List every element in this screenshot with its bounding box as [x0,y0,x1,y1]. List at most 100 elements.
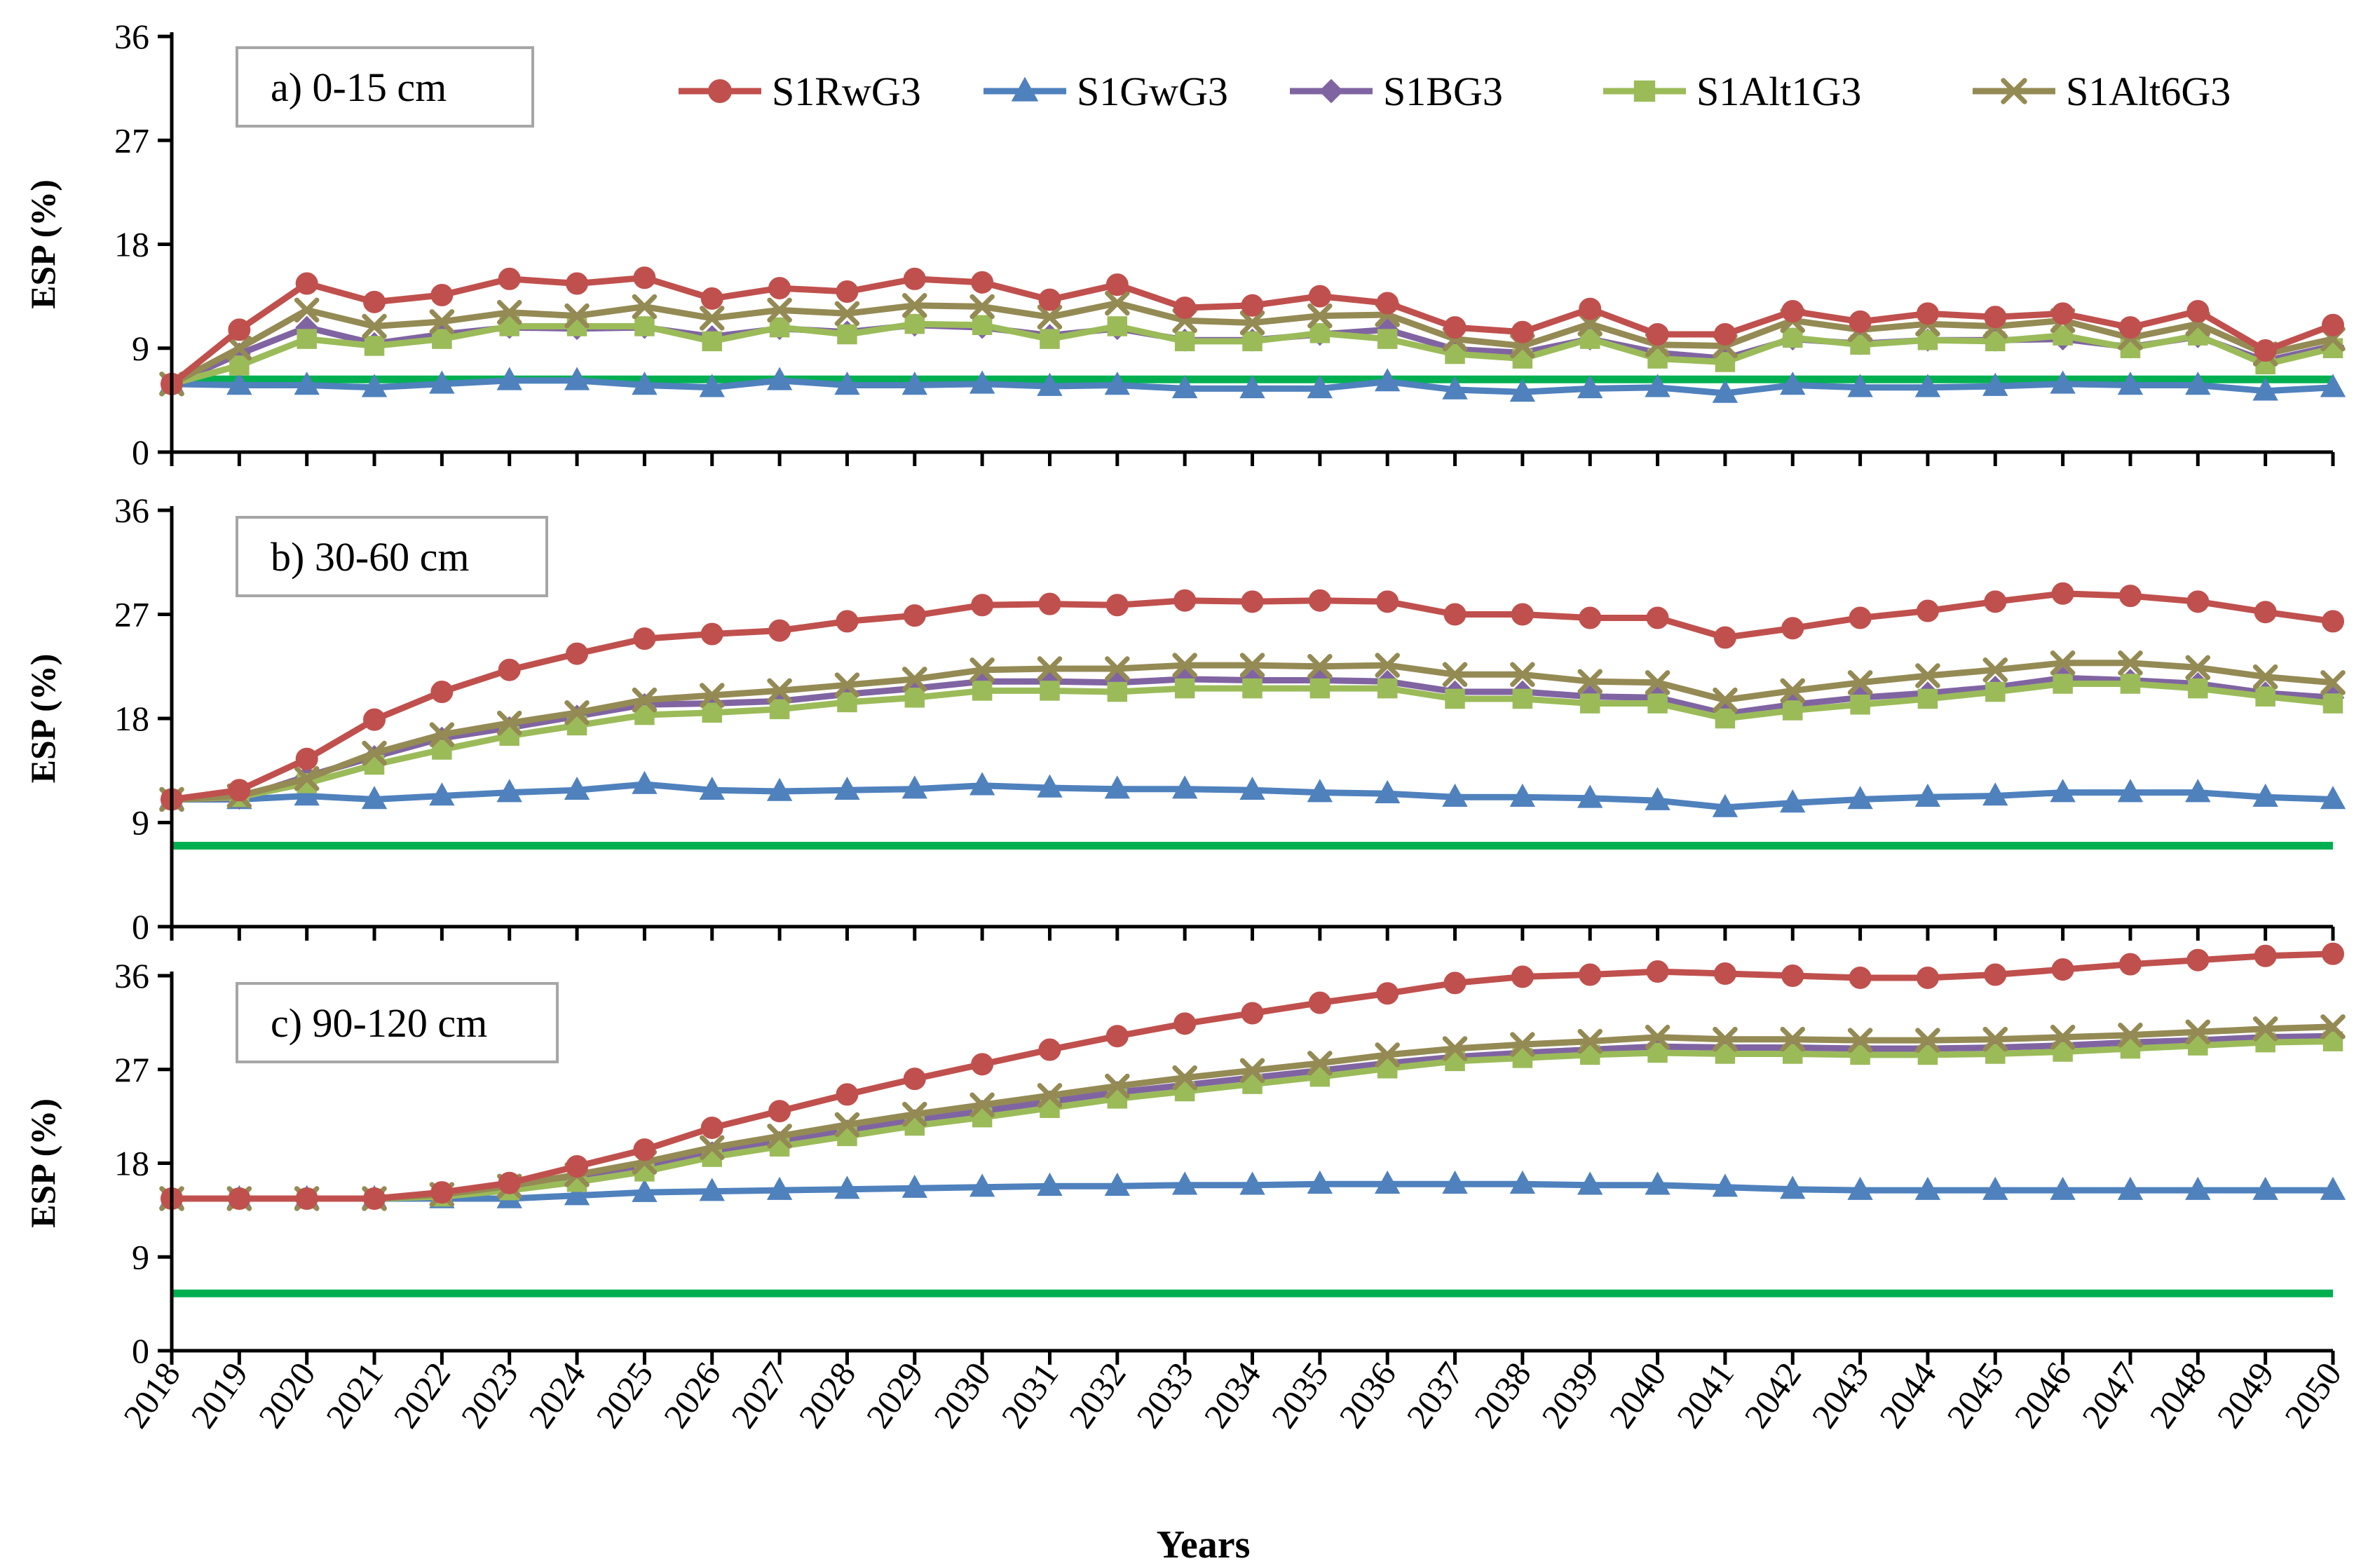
data-point-S1GwG3 [1847,1176,1873,1200]
data-point-S1RwG3 [1511,965,1534,988]
data-point-S1RwG3 [1173,1012,1197,1035]
data-point-S1Alt6G3-stroke-b [902,1101,927,1127]
data-point-S1GwG3 [632,371,658,395]
data-point-S1GwG3 [226,371,252,395]
data-point-S1Alt6G3-stroke-b [1915,1028,1940,1053]
data-point-S1Alt6G3-stroke-b [2050,1024,2076,1050]
data-point-S1RwG3 [1105,273,1129,296]
data-point-S1GwG3 [1712,379,1738,403]
data-point-S1Alt6G3 [496,299,522,325]
data-point-S1GwG3 [2185,371,2211,395]
data-point-S1GwG3 [1239,375,1265,399]
data-point-S1Alt6G3-stroke-b [294,297,320,323]
data-point-S1Alt6G3-stroke-b [767,297,792,323]
data-point-S1Alt6G3-stroke-b [1645,670,1670,695]
data-point-S1Alt6G3-stroke-b [1307,654,1333,679]
data-point-S1Alt6G3 [2118,650,2143,676]
data-point-S1RwG3 [430,1181,454,1204]
data-point-S1Alt6G3-stroke-b [1982,1026,2008,1052]
data-point-S1GwG3 [766,777,793,801]
data-point-S1GwG3 [2117,779,2144,803]
data-point-S1Alt1G3 [1579,693,1600,714]
data-point-S1RwG3 [903,604,926,627]
data-point-S1GwG3 [969,370,995,394]
data-point-S1Alt6G3 [2118,1022,2143,1048]
data-point-S1GwG3 [1171,775,1198,799]
data-point-S1RwG3 [1916,966,1939,989]
data-point-S1RwG3 [1443,972,1467,995]
data-point-S1Alt6G3 [767,678,792,704]
data-point-S1Alt6G3 [1915,663,1940,688]
data-point-S1Alt6G3-stroke-b [2320,1014,2346,1039]
legend-label: S1GwG3 [1077,69,1228,114]
data-point-S1RwG3 [1646,322,1669,346]
data-point-S1Alt6G3 [969,657,995,683]
data-point-S1Alt1G3 [1107,316,1128,336]
data-point-S1GwG3 [1645,1171,1670,1195]
data-point-S1GwG3 [1307,375,1333,399]
data-point-S1GwG3 [1982,1176,2008,1200]
data-point-S1RwG3 [2051,582,2074,605]
data-point-S1Alt6G3-stroke-b [1307,303,1333,329]
data-point-S1Alt6G3 [2050,650,2076,676]
data-point-S1Alt6G3-stroke-b [1645,1024,1670,1050]
data-point-S1GwG3 [564,367,590,390]
data-point-S1RwG3 [1308,285,1331,308]
data-point-S1Alt6G3-stroke-b [969,294,995,320]
data-point-S1Alt6G3 [1307,1051,1333,1076]
data-point-S1Alt6G3-stroke-b [1375,1042,1400,1068]
y-tick-label: 36 [114,956,149,995]
data-point-S1Alt6G3 [902,667,927,692]
data-point-S1GwG3 [699,1178,725,1201]
data-point-S1Alt6G3 [1307,303,1333,329]
data-point-S1Alt6G3-stroke-b [1577,1028,1603,1054]
data-point-S1Alt1G3 [1715,708,1736,729]
data-point-S1GwG3 [1982,782,2008,806]
data-point-S1Alt6G3-stroke-b [1172,1065,1197,1091]
y-tick-label: 36 [114,17,149,56]
series-S1RwG3 [161,266,2344,395]
data-point-S1Alt6G3 [1847,670,1873,695]
data-point-S1RwG3 [2051,958,2074,981]
data-point-S1RwG3 [971,1053,994,1076]
data-point-S1Alt6G3-stroke-b [969,1092,995,1118]
data-point-S1RwG3 [1849,966,1872,989]
data-point-S1GwG3 [901,371,927,395]
data-point-S1Alt6G3-stroke-b [902,667,927,692]
data-point-S1Alt1G3 [1985,681,2006,702]
data-point-S1Alt6G3 [1645,670,1670,695]
data-point-S1GwG3 [1374,1170,1401,1194]
data-point-S1GwG3 [1847,786,1873,810]
data-point-S1Alt1G3 [702,702,722,723]
data-point-S1Alt6G3-stroke-b [700,683,725,708]
data-point-S1Alt6G3 [1982,657,2008,683]
data-point-S1RwG3 [1646,960,1669,983]
data-point-S1RwG3 [566,642,589,665]
y-tick-label: 0 [132,1331,149,1370]
data-point-S1RwG3 [1781,964,1804,987]
data-point-S1Alt1G3 [1647,693,1668,714]
data-point-S1RwG3 [2186,948,2210,972]
data-point-S1GwG3 [429,782,455,806]
data-point-S1Alt6G3-stroke-b [1442,662,1468,688]
data-point-S1RwG3 [566,272,589,295]
legend-marker [1319,79,1344,104]
y-tick-label: 18 [114,225,149,264]
data-point-S1Alt6G3 [362,313,387,339]
data-point-S1GwG3 [1780,1175,1806,1199]
data-point-S1Alt6G3 [1239,310,1265,336]
data-point-S1RwG3 [768,1100,791,1123]
data-point-S1GwG3 [1239,776,1265,800]
legend-entry-S1Alt6G3: S1Alt6G3 [1973,69,2231,114]
series-S1RwG3 [161,582,2344,811]
data-point-S1Alt6G3-stroke-b [1239,1058,1265,1083]
data-point-S1Alt6G3-stroke-b [969,657,995,683]
data-point-S1RwG3 [1849,606,1872,629]
data-point-S1Alt6G3 [1442,1036,1468,1061]
data-point-S1RwG3 [1579,606,1602,629]
data-point-S1RwG3 [1916,599,1939,622]
data-point-S1Alt6G3-stroke-b [496,710,522,736]
data-point-S1RwG3 [2051,302,2074,325]
data-point-S1Alt6G3 [564,303,590,329]
